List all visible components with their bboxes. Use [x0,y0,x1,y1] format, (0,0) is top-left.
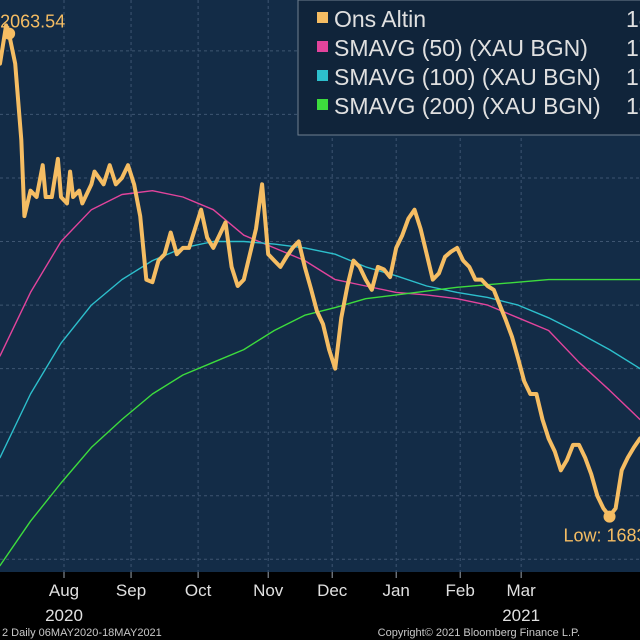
annotation-layer: 2063.54 Low: 1683.54 [0,12,640,546]
x-year-label: 2021 [502,606,540,625]
x-tick-label: Jan [382,581,409,600]
x-tick-label: Sep [116,581,146,600]
x-tick-label: Aug [49,581,79,600]
annotation-label-low: Low: 1683.54 [563,526,640,546]
legend-box [297,0,640,136]
x-tick-label: Oct [185,581,212,600]
legend-swatch [317,70,328,81]
annotation-label-high: 2063.54 [0,12,65,32]
legend-label: SMAVG (200) (XAU BGN) [334,93,601,119]
x-tick-label: Dec [317,581,348,600]
footer-date-range: 2 Daily 06MAY2020-18MAY2021 [2,627,162,639]
legend-swatch [317,12,328,23]
legend-swatch [317,41,328,52]
legend-label: SMAVG (50) (XAU BGN) [334,35,588,61]
legend-swatch [317,99,328,110]
x-axis: Aug Sep Oct Nov Dec Jan Feb Mar 2020 2021 [45,572,540,625]
legend-value: 17 [626,64,640,90]
axis-band [0,572,640,640]
legend-label: Ons Altin [334,6,426,32]
x-tick-label: Nov [253,581,284,600]
series-line-smavg-200-xau-bgn [0,278,640,567]
legend-value: 17 [626,35,640,61]
series-line-smavg-50-xau-bgn [0,190,640,421]
series-line-ons-altin [0,23,640,519]
legend-value: 18 [626,6,640,32]
legend-value: 18 [626,93,640,119]
series-line-smavg-100-xau-bgn [0,240,640,459]
footer-copyright: Copyright© 2021 Bloomberg Finance L.P. [378,627,580,639]
x-year-label: 2020 [45,606,83,625]
annotation-marker-low [603,510,616,523]
x-tick-label: Feb [446,581,475,600]
annotation-marker-high [3,27,16,40]
x-tick-label: Mar [507,581,537,600]
legend: Ons Altin 18 SMAVG (50) (XAU BGN) 17 SMAVG (… [297,0,640,136]
vertical-gridlines [63,0,522,572]
legend-label: SMAVG (100) (XAU BGN) [334,64,601,90]
series-layer [0,23,640,567]
